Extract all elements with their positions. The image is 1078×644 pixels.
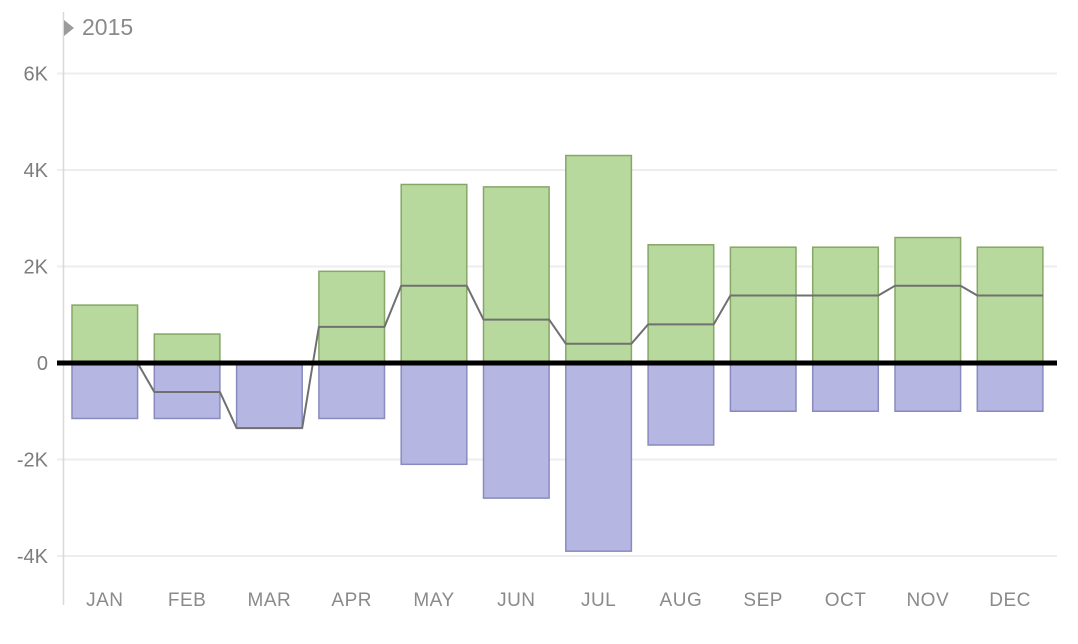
y-tick-label: -4K <box>17 546 49 568</box>
y-tick-label: 2K <box>24 257 49 279</box>
x-tick-label-mar: MAR <box>248 590 292 611</box>
negative-bar-dec[interactable] <box>976 362 1044 412</box>
y-tick-label: 4K <box>24 160 49 182</box>
bars-layer <box>71 154 1044 552</box>
x-tick-label-dec: DEC <box>989 590 1031 611</box>
positive-bar-apr[interactable] <box>318 270 386 364</box>
positive-bar-may[interactable] <box>400 183 468 364</box>
negative-bar-feb[interactable] <box>153 362 221 420</box>
positive-bar-jun[interactable] <box>482 186 550 364</box>
x-tick-label-aug: AUG <box>660 590 703 611</box>
x-tick-label-may: MAY <box>413 590 454 611</box>
positive-bar-aug[interactable] <box>647 244 715 364</box>
y-tick-label: 6K <box>24 64 49 86</box>
x-tick-label-sep: SEP <box>743 590 783 611</box>
gridlines-layer <box>57 72 1057 557</box>
negative-bar-sep[interactable] <box>729 362 797 412</box>
net-step-line <box>72 284 1043 430</box>
negative-bar-jan[interactable] <box>71 362 139 420</box>
expander-triangle-icon <box>64 19 74 36</box>
positive-bar-nov[interactable] <box>894 236 962 364</box>
x-tick-label-apr: APR <box>331 590 372 611</box>
x-tick-label-jan: JAN <box>86 590 123 611</box>
step-line-layer <box>72 284 1043 430</box>
positive-bar-dec[interactable] <box>976 246 1044 364</box>
negative-bar-may[interactable] <box>400 362 468 466</box>
negative-bar-jun[interactable] <box>482 362 550 499</box>
negative-bar-jul[interactable] <box>565 362 633 552</box>
negative-bar-mar[interactable] <box>235 362 303 429</box>
x-tick-label-oct: OCT <box>825 590 867 611</box>
negative-bar-oct[interactable] <box>811 362 880 412</box>
positive-bar-sep[interactable] <box>729 246 797 364</box>
x-tick-label-nov: NOV <box>906 590 949 611</box>
negative-bar-nov[interactable] <box>894 362 962 412</box>
y-tick-label: 0 <box>37 353 48 375</box>
x-tick-label-feb: FEB <box>168 590 206 611</box>
x-tick-label-jun: JUN <box>497 590 535 611</box>
year-label: 2015 <box>82 14 134 40</box>
y-tick-label: -2K <box>17 450 49 472</box>
positive-bar-jan[interactable] <box>71 304 139 364</box>
positive-bar-oct[interactable] <box>811 246 880 364</box>
positive-bar-feb[interactable] <box>153 333 221 364</box>
year-expander[interactable]: 2015 <box>63 14 134 40</box>
negative-bar-aug[interactable] <box>647 362 715 446</box>
negative-bar-apr[interactable] <box>318 362 386 420</box>
axis-labels-layer: 6K 4K 2K 0 -2K -4K JAN FEB MAR APR MAY JUN JUL AUG SEP… <box>17 64 1031 612</box>
x-tick-label-jul: JUL <box>581 590 616 611</box>
positive-bar-jul[interactable] <box>565 154 633 364</box>
